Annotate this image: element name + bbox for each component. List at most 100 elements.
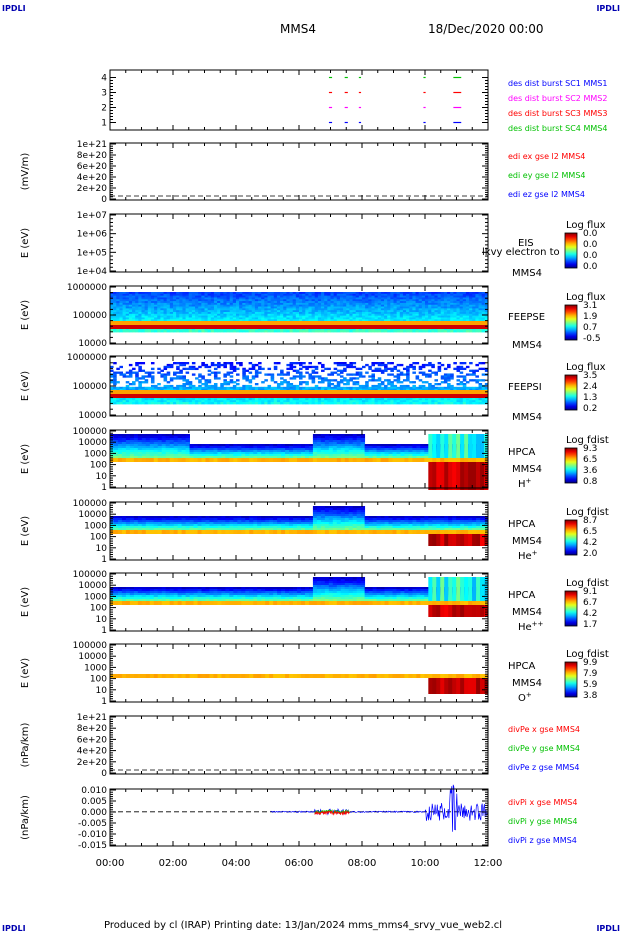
spectrogram-cell	[412, 297, 416, 300]
spectrogram-cell	[254, 317, 259, 320]
spectrogram-cell	[390, 373, 394, 376]
spectrogram-cell	[182, 384, 186, 388]
spectrogram-cell	[276, 293, 281, 297]
spectrogram-cell	[352, 400, 357, 403]
spectrogram-cell	[365, 302, 369, 306]
spectrogram-cell	[254, 299, 259, 302]
spectrogram-cell	[217, 362, 221, 365]
spectrogram-cell	[229, 400, 234, 403]
spectrogram-cell	[169, 388, 174, 392]
spectrogram-cell	[475, 312, 479, 315]
spectrogram-cell	[431, 301, 435, 304]
spectrogram-cell	[195, 302, 199, 306]
spectrogram-cell	[217, 315, 221, 318]
spectrogram-cell	[355, 306, 360, 309]
spectrogram-cell	[481, 301, 486, 304]
spectrogram-cell	[210, 302, 215, 306]
spectrogram-cell	[365, 371, 369, 374]
colorbar	[564, 374, 578, 411]
spectrogram-cell	[261, 400, 265, 403]
spectrogram-cell	[150, 367, 155, 371]
spectrogram-cell	[355, 297, 360, 300]
spectrogram-cell	[450, 301, 454, 304]
spectrogram-cell	[374, 386, 379, 390]
spectrogram-cell	[324, 386, 328, 390]
spectrogram-cell	[185, 367, 190, 371]
spectrogram-cell	[324, 313, 328, 317]
spectrogram-cell	[305, 312, 309, 315]
spectrogram-cell	[365, 299, 369, 302]
spectrogram-cell	[125, 299, 130, 302]
spectrogram-cell	[179, 304, 183, 307]
spectrogram-cell	[402, 319, 407, 322]
spectrogram-cell	[478, 292, 483, 295]
spectrogram-cell	[428, 369, 432, 372]
spectrogram-cell	[456, 402, 461, 405]
spectrogram-cell	[254, 306, 259, 309]
spectrogram-cell	[299, 388, 303, 392]
spectrogram-cell	[191, 313, 196, 317]
spectrogram-cell	[154, 306, 158, 309]
spectrogram-cell	[333, 386, 338, 390]
spectrogram-cell	[396, 308, 401, 311]
spectrogram-cell	[295, 328, 300, 331]
spectrogram-cell	[425, 402, 429, 405]
spectrogram-cell	[188, 308, 193, 311]
spectrogram-cell	[311, 292, 316, 295]
spectrogram-cell	[299, 293, 303, 297]
spectrogram-cell	[330, 297, 335, 300]
spectrogram-cell	[173, 297, 177, 300]
spectrogram-cell	[163, 295, 168, 298]
spectrogram-cell	[333, 312, 338, 315]
spectrogram-cell	[133, 452, 139, 455]
spectrogram-cell	[377, 367, 382, 371]
spectrogram-cell	[396, 292, 401, 295]
spectrogram-cell	[481, 304, 486, 307]
spectrogram-cell	[443, 306, 448, 309]
spectrogram-cell	[456, 317, 461, 320]
spectrogram-cell	[128, 328, 133, 331]
spectrogram-cell	[182, 304, 186, 307]
spectrogram-cell	[280, 302, 284, 306]
spectrogram-cell	[132, 398, 136, 401]
spectrogram-cell	[226, 328, 231, 331]
spectrogram-cell	[425, 381, 429, 384]
spectrogram-cell	[125, 330, 130, 333]
spectrogram-cell	[314, 330, 319, 333]
spectrogram-cell	[308, 313, 312, 317]
spectrogram-cell	[191, 317, 196, 320]
spectrogram-cell	[330, 313, 335, 317]
spectrogram-cell	[462, 295, 467, 298]
spectrogram-cell	[150, 400, 155, 403]
spectrogram-cell	[343, 299, 347, 302]
spectrogram-cell	[280, 402, 284, 405]
spectrogram-cell	[245, 388, 249, 392]
spectrogram-cell	[475, 379, 479, 382]
spectrogram-cell	[428, 330, 432, 333]
spectrogram-cell	[137, 450, 143, 453]
spectrogram-cell	[239, 363, 243, 367]
spectrogram-cell	[425, 317, 429, 320]
spectrogram-cell	[273, 398, 278, 401]
spectrogram-cell	[258, 402, 262, 405]
spectrogram-cell	[475, 292, 479, 295]
spectrogram-cell	[204, 306, 209, 309]
spectrogram-cell	[226, 293, 231, 297]
spectrogram-cell	[182, 362, 186, 365]
spectrogram-cell	[289, 304, 294, 307]
spectrogram-cell	[261, 301, 265, 304]
spectrogram-cell	[415, 317, 420, 320]
spectrogram-cell	[258, 295, 262, 298]
spectrogram-cell	[280, 398, 284, 401]
spectrogram-cell	[311, 388, 316, 392]
spectrogram-cell	[245, 310, 249, 313]
spectrogram-cell	[308, 306, 312, 309]
spectrogram-cell	[428, 293, 432, 297]
spectrogram-cell	[393, 306, 398, 309]
spectrogram-cell	[176, 330, 180, 333]
spectrogram-cell	[475, 369, 479, 372]
spectrogram-cell	[421, 304, 426, 307]
spectrogram-cell	[242, 388, 246, 392]
spectrogram-cell	[434, 313, 438, 317]
spectrogram-cell	[207, 330, 212, 333]
